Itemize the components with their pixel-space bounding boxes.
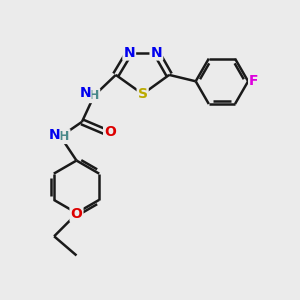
Text: H: H (89, 89, 99, 102)
Text: N: N (79, 86, 91, 100)
Text: O: O (104, 125, 116, 140)
Text: F: F (249, 74, 259, 88)
Text: N: N (123, 46, 135, 59)
Text: N: N (151, 46, 162, 59)
Text: H: H (59, 130, 70, 143)
Text: O: O (70, 207, 83, 221)
Text: N: N (48, 128, 60, 142)
Text: S: S (138, 87, 148, 101)
